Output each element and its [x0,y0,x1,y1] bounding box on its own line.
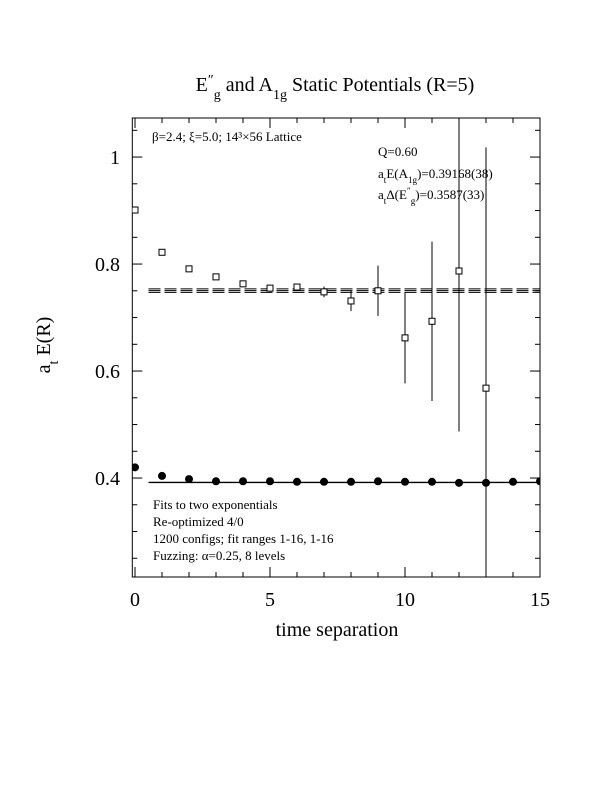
text-part: a [378,166,384,181]
data-point [212,477,220,486]
text-part: a [378,187,384,202]
annotation: 1200 configs; fit ranges 1-16, 1-16 [153,531,334,546]
annotation: atE(A1g)=0.39168(38) [378,166,493,185]
text-part: E [196,74,208,96]
data-point [482,384,490,392]
text-part: and A [221,74,274,96]
text-part: a [33,364,55,373]
data-point [347,477,355,486]
x-axis-label: time separation [276,619,399,641]
annotation: Fuzzing: α=0.25, 8 levels [153,548,285,563]
data-point [509,477,517,486]
text-part: Static Potentials (R=5) [287,74,474,96]
data-point [185,265,193,273]
data-point [266,477,274,486]
data-point [455,267,463,275]
data-point [132,206,139,214]
data-point [401,477,409,486]
text-part: Δ(E [386,187,407,202]
data-point [401,334,409,342]
x-tick-label: 0 [130,589,140,611]
text-part: Q=0.60 [378,144,417,159]
data-point [428,477,436,486]
plot-area [132,118,540,577]
text-part: Fuzzing: α=0.25, 8 levels [153,548,285,563]
data-point [482,478,490,487]
data-point [239,477,247,486]
annotation: Re-optimized 4/0 [153,514,244,529]
y-tick-label: 0.4 [95,468,120,490]
y-tick-label: 0.8 [95,254,120,276]
text-part: g [214,88,221,103]
data-point [320,477,328,486]
x-tick-label: 5 [265,589,275,611]
data-point [293,283,301,291]
annotation: Fits to two exponentials [153,497,278,512]
annotation: β=2.4; ξ=5.0; 14³×56 Lattice [152,129,302,144]
text-part: )=0.39168(38) [417,166,493,181]
data-point [158,248,166,256]
text-part: E(A [386,166,408,181]
data-point [320,288,328,296]
data-point [428,317,436,325]
data-point [536,477,540,486]
y-tick-label: 0.6 [95,361,120,383]
text-part: g [411,196,416,206]
data-point [212,273,220,281]
text-part: time separation [276,619,399,641]
text-part: ″ [407,186,411,196]
data-point [347,297,355,305]
text-part: 1200 configs; fit ranges 1-16, 1-16 [153,531,334,546]
annotation: atΔ(E″g)=0.3587(33) [378,186,484,206]
data-point [158,471,166,480]
data-point [239,280,247,288]
data-point [455,478,463,487]
text-part: )=0.3587(33) [415,187,484,202]
y-tick-label: 1 [110,147,120,169]
text-part: E(R) [33,317,55,361]
chart-title: E″g and A1g Static Potentials (R=5) [196,73,475,103]
data-point [374,477,382,486]
data-point [374,287,382,295]
text-part: 1g [408,175,418,185]
text-part: Fits to two exponentials [153,497,278,512]
text-part: 1g [273,88,287,103]
y-axis-label: at E(R) [33,317,62,374]
text-part: t [384,175,387,185]
plot-frame [131,117,541,578]
text-part: ″ [208,73,214,88]
text-part: t [47,360,62,364]
text-part: Re-optimized 4/0 [153,514,244,529]
x-tick-label: 10 [395,589,415,611]
annotation: Q=0.60 [378,144,417,159]
data-point [293,477,301,486]
data-point [132,463,139,472]
text-part: t [384,196,387,206]
x-tick-label: 15 [530,589,550,611]
text-part: β=2.4; ξ=5.0; 14³×56 Lattice [152,129,302,144]
data-point [185,475,193,484]
data-point [266,284,274,292]
